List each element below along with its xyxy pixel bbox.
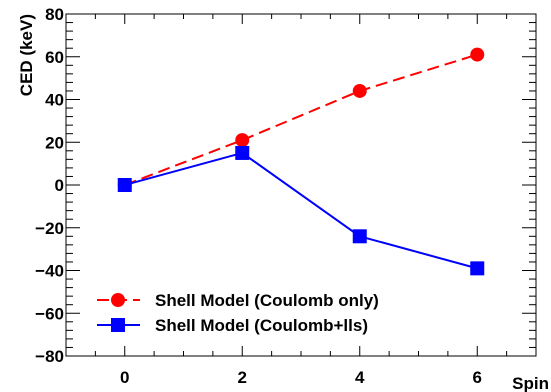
data-point-series-1 [235,133,250,148]
series-line-1 [124,53,478,186]
data-point-series-1 [352,83,367,98]
x-tick-label: 4 [355,368,365,387]
y-tick-label: −40 [35,262,64,281]
y-tick-label: 40 [45,91,64,110]
legend-label-2: Shell Model (Coulomb+lls) [155,316,368,335]
y-tick-label: −20 [35,219,64,238]
x-axis-title: Spin [512,374,549,392]
data-point-series-2 [235,145,250,160]
y-tick-label: 60 [45,48,64,67]
y-axis-title: CED (keV) [17,14,36,96]
y-tick-label: 20 [45,133,64,152]
series-line-2 [124,151,478,270]
legend: Shell Model (Coulomb only) Shell Model (C… [97,291,379,335]
y-tick-label: 0 [55,176,64,195]
data-point-series-2 [117,178,132,192]
legend-marker-2 [111,318,125,332]
data-point-series-2 [470,261,485,276]
x-tick-label: 6 [473,368,482,387]
ticks-layer: −80 −60 −40 −20 0 20 40 60 80 0 2 4 6 [35,5,537,387]
data-point-series-1 [470,47,485,62]
y-tick-label: −80 [35,347,64,366]
y-tick-label: −60 [35,304,64,323]
legend-marker-1 [111,293,125,307]
x-tick-label: 0 [120,368,129,387]
series-layer [117,47,485,276]
data-point-series-2 [352,229,367,244]
y-tick-label: 80 [45,5,64,24]
legend-label-1: Shell Model (Coulomb only) [155,291,379,310]
x-tick-label: 2 [238,368,247,387]
